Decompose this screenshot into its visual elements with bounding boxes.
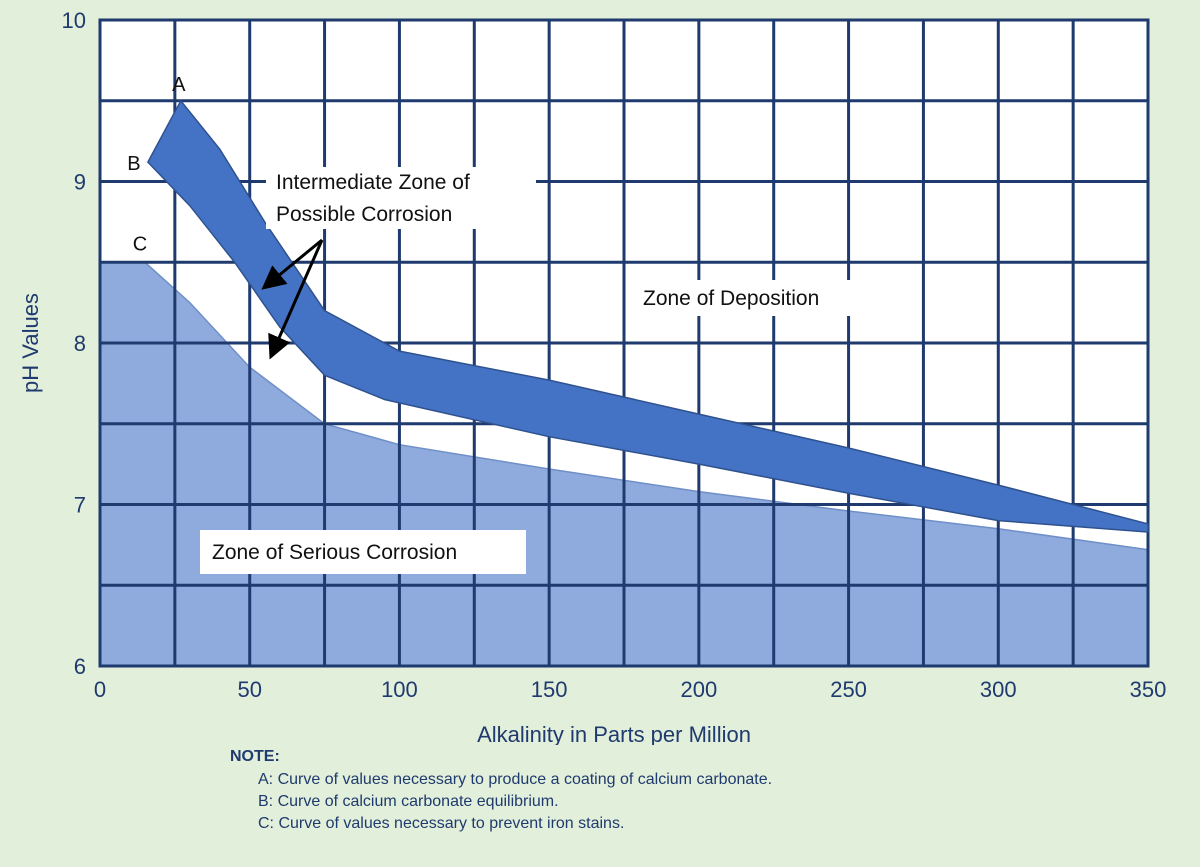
y-tick-label: 9 <box>74 170 86 195</box>
y-tick-label: 10 <box>62 8 86 33</box>
intermediate-zone-label-line1: Intermediate Zone of <box>276 171 470 194</box>
curve-label-a: A <box>172 74 186 96</box>
x-tick-label: 350 <box>1130 677 1167 702</box>
ph-alkalinity-chart: A B C Intermediate Zone of Possible Corrosio… <box>18 8 1167 745</box>
intermediate-label-box <box>266 167 536 229</box>
y-tick-label: 6 <box>74 654 86 679</box>
x-tick-label: 0 <box>94 677 106 702</box>
notes-block: NOTE: A: Curve of values necessary to pr… <box>230 748 772 837</box>
deposition-zone-label: Zone of Deposition <box>643 287 819 310</box>
y-tick-label: 8 <box>74 331 86 356</box>
x-tick-label: 300 <box>980 677 1017 702</box>
x-axis-title: Alkalinity in Parts per Million <box>477 722 751 745</box>
intermediate-arrow-1 <box>261 238 323 290</box>
x-tick-label: 50 <box>237 677 261 702</box>
y-axis-title: pH Values <box>18 293 43 393</box>
tick-labels-layer: 0 50 100 150 200 250 300 350 6 7 8 9 10 <box>62 8 1167 702</box>
annotations-layer: A B C Intermediate Zone of Possible Corrosio… <box>127 74 872 574</box>
intermediate-arrow-2 <box>268 239 324 360</box>
grid-layer <box>98 18 1150 668</box>
deposition-label-box <box>632 280 872 316</box>
note-c: C: Curve of values necessary to prevent … <box>258 815 625 832</box>
intermediate-zone-label-line2: Possible Corrosion <box>276 203 452 226</box>
x-tick-label: 250 <box>830 677 867 702</box>
x-tick-label: 150 <box>531 677 568 702</box>
plot-border <box>98 18 1150 668</box>
curve-label-b: B <box>127 153 140 175</box>
serious-zone-label: Zone of Serious Corrosion <box>212 541 457 564</box>
x-tick-label: 100 <box>381 677 418 702</box>
curve-band-layer <box>146 99 1149 533</box>
serious-label-box <box>200 530 526 574</box>
notes-title: NOTE: <box>230 748 280 765</box>
curve-label-c: C <box>133 233 147 255</box>
curve-a-b-band <box>146 99 1149 533</box>
y-tick-label: 7 <box>74 493 86 518</box>
note-b: B: Curve of calcium carbonate equilibriu… <box>258 793 559 810</box>
x-tick-label: 200 <box>680 677 717 702</box>
note-a: A: Curve of values necessary to produce … <box>258 771 773 788</box>
